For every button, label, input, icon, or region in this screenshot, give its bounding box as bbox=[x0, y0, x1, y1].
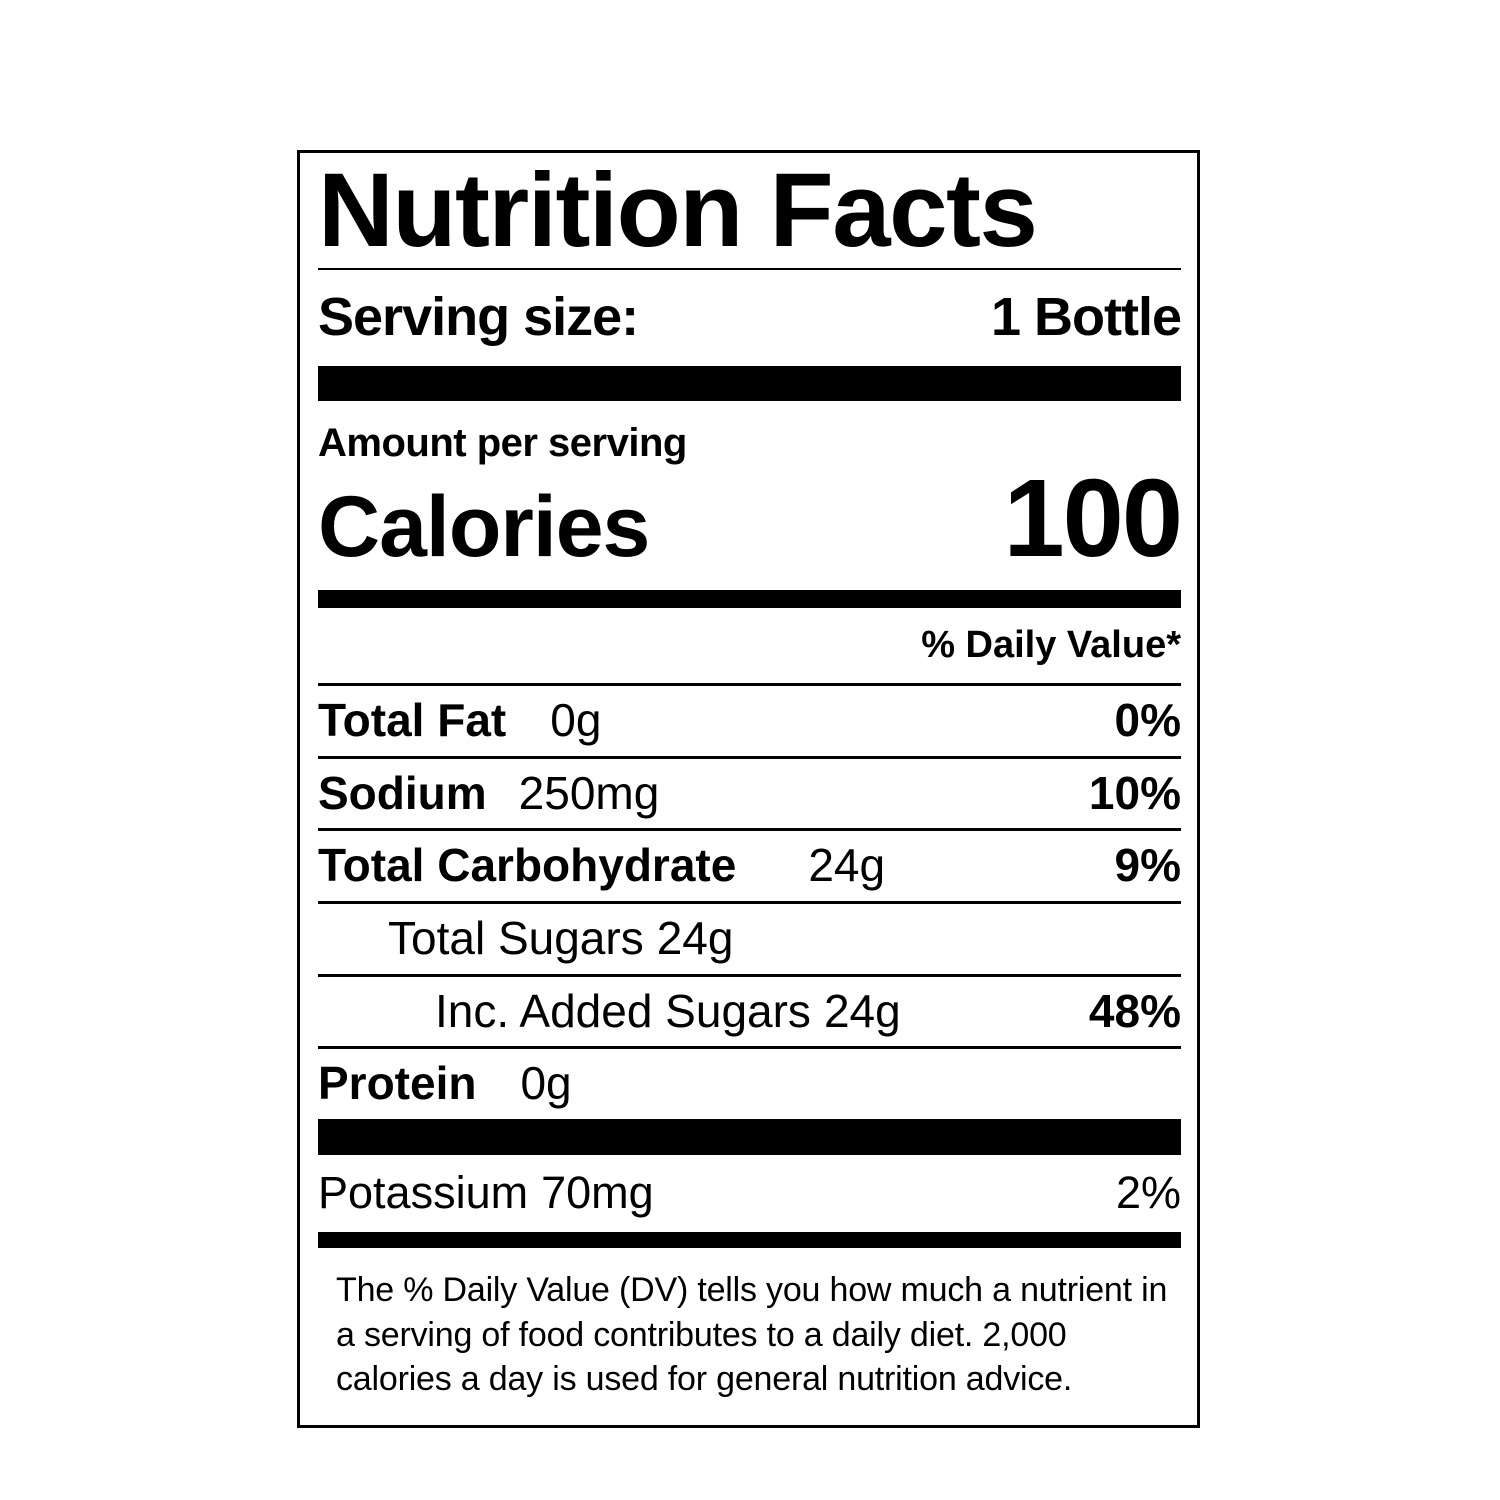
nutrient-amount: 24g bbox=[656, 912, 734, 965]
nutrient-row-total-sugars: Total Sugars 24g bbox=[318, 901, 1181, 974]
calories-row: Calories 100 bbox=[318, 457, 1183, 590]
nutrient-text: Potassium 70mg bbox=[318, 1168, 654, 1218]
serving-size-value: 1 Bottle bbox=[990, 287, 1182, 348]
nutrient-row-sodium: Sodium 250mg 10% bbox=[318, 755, 1181, 829]
nutrient-name: Sodium bbox=[318, 766, 487, 819]
nutrient-row-total-carbohydrate: Total Carbohydrate 24g 9% bbox=[318, 828, 1181, 901]
calories-label: Calories bbox=[318, 479, 650, 576]
thick-bar-bottom bbox=[318, 1232, 1181, 1249]
nutrient-amount: 0g bbox=[520, 1057, 572, 1110]
serving-size-label: Serving size: bbox=[318, 287, 639, 348]
nutrient-text: Sodium 250mg bbox=[318, 768, 659, 819]
daily-value-header: % Daily Value* bbox=[921, 624, 1181, 667]
thick-bar-calories bbox=[318, 590, 1181, 609]
nutrient-name: Inc. Added Sugars bbox=[435, 984, 811, 1037]
nutrient-row-potassium: Potassium 70mg 2% bbox=[318, 1155, 1181, 1233]
calories-value: 100 bbox=[1003, 457, 1183, 581]
nutrient-text: Protein 0g bbox=[318, 1058, 572, 1109]
amount-per-serving-label: Amount per serving bbox=[318, 421, 687, 466]
label-title: Nutrition Facts bbox=[318, 152, 1038, 269]
thick-bar-top bbox=[318, 366, 1181, 402]
nutrient-name: Total Fat bbox=[318, 694, 507, 747]
nutrient-text: Inc. Added Sugars 24g bbox=[318, 984, 901, 1037]
nutrient-row-protein: Protein 0g bbox=[318, 1046, 1181, 1119]
nutrition-facts-label: Nutrition Facts Serving size: 1 Bottle A… bbox=[297, 150, 1200, 1428]
nutrient-amount: 70mg bbox=[541, 1166, 654, 1218]
nutrient-dv: 9% bbox=[1114, 839, 1181, 892]
nutrient-dv: 10% bbox=[1088, 766, 1181, 819]
nutrient-dv: 2% bbox=[1115, 1166, 1181, 1218]
nutrient-name: Total Carbohydrate bbox=[318, 839, 737, 892]
title-divider bbox=[318, 268, 1181, 271]
nutrient-row-added-sugars: Inc. Added Sugars 24g 48% bbox=[318, 973, 1181, 1047]
nutrient-text: Total Carbohydrate 24g bbox=[318, 840, 885, 891]
nutrient-amount: 0g bbox=[550, 694, 602, 747]
serving-size-row: Serving size: 1 Bottle bbox=[318, 270, 1182, 366]
nutrient-text: Total Fat 0g bbox=[318, 695, 601, 746]
nutrient-dv: 48% bbox=[1088, 984, 1181, 1037]
nutrient-name: Total Sugars bbox=[388, 912, 644, 965]
nutrient-name: Protein bbox=[318, 1057, 477, 1110]
nutrient-amount: 250mg bbox=[518, 766, 660, 819]
nutrient-text: Total Sugars 24g bbox=[318, 913, 733, 964]
nutrient-name: Potassium bbox=[318, 1166, 529, 1218]
nutrient-amount: 24g bbox=[823, 984, 901, 1037]
nutrient-row-total-fat: Total Fat 0g 0% bbox=[318, 683, 1181, 756]
nutrient-amount: 24g bbox=[808, 839, 886, 892]
nutrient-dv: 0% bbox=[1114, 694, 1181, 747]
daily-value-footnote: The % Daily Value (DV) tells you how muc… bbox=[336, 1271, 1168, 1398]
thick-bar-middle bbox=[318, 1118, 1181, 1155]
